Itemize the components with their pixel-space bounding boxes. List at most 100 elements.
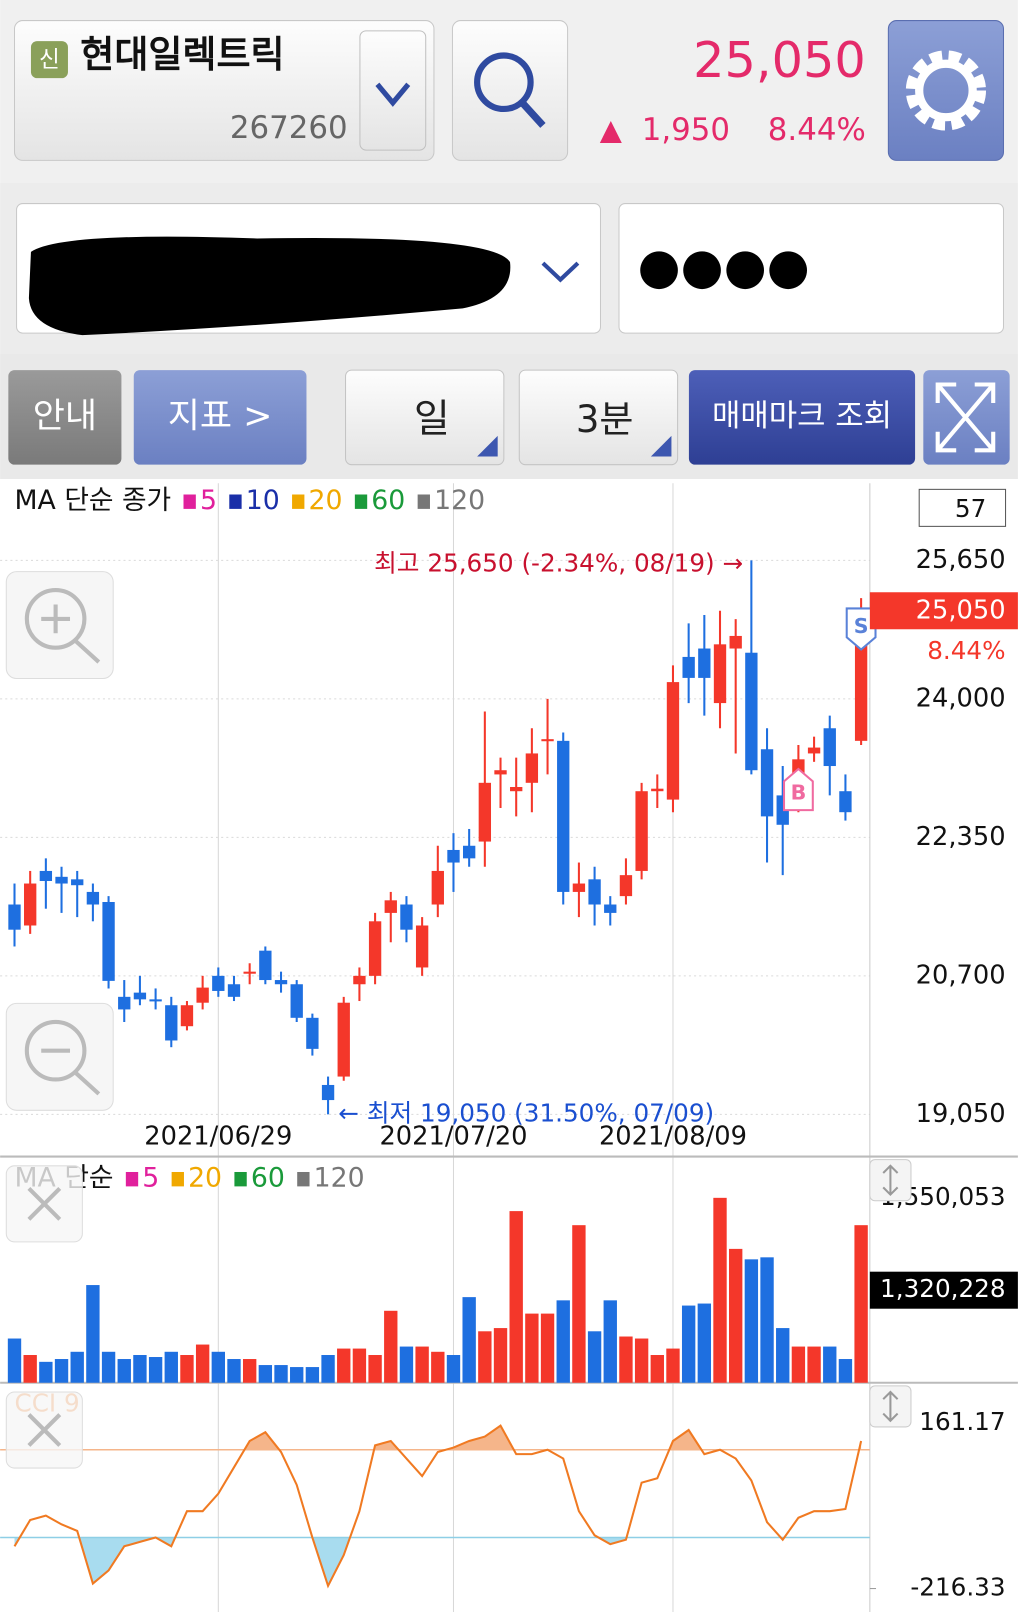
candle-body [353,975,366,985]
candle-body [149,999,162,1002]
guide-button[interactable] [8,370,122,465]
candle-body [86,891,100,905]
legend-title: MA 단순 종가 [15,485,172,516]
interval-button[interactable] [518,369,679,466]
candle-body [666,682,680,800]
legend-label: 60 [251,1163,285,1194]
legend-swatch [354,494,368,509]
high-annotation: 최고 25,650 (-2.34%, 08/19) → [374,549,743,578]
stock-code: 267260 [230,110,348,146]
candle-body [447,849,460,863]
stock-box[interactable] [13,20,435,161]
y-tick-label: 161.17 [919,1407,1005,1436]
trade-mark-label: 매매마크 조회 [712,398,892,434]
last-rate: 8.44% [927,636,1005,665]
indicator-label: 지표 > [168,396,273,436]
volume-bar [242,1359,257,1383]
volume-bar [572,1225,586,1383]
search-button[interactable] [451,20,569,161]
candle-body [24,883,37,926]
zoom-out-icon [41,1048,101,1096]
volume-bar [776,1328,790,1383]
candle-body [180,1005,194,1027]
trade-marker [782,767,814,812]
candle-body [619,875,633,897]
volume-bar [54,1359,69,1383]
legend-swatch [229,494,242,509]
gear-icon [905,50,987,131]
volume-bar [86,1285,100,1383]
candle-body [118,996,131,1010]
candle-body [368,921,382,976]
volume-bar [180,1355,194,1383]
candle-body [760,749,774,817]
candle-body [384,900,397,913]
legend-label: 5 [142,1163,159,1194]
indicator-button[interactable] [133,370,307,465]
volume-bar [227,1359,241,1383]
candle-body [635,791,648,871]
candle-body [165,1005,178,1041]
guide-label: 안내 [33,396,97,436]
legend-swatch [297,1171,310,1187]
period-button[interactable] [345,369,505,466]
volume-bar [305,1367,320,1383]
volume-bar [23,1355,37,1383]
low-annotation: ← 최저 19,050 (31.50%, 07/09) [338,1098,714,1127]
candle-body [274,980,288,985]
redaction [28,236,511,336]
candle-body [478,782,492,842]
resize-icon [882,1390,899,1423]
candle-body [431,870,444,905]
volume-bar [838,1359,853,1383]
y-tick-label: 19,050 [916,1099,1006,1129]
legend-label: 20 [188,1163,222,1194]
candle-body [682,656,695,678]
volume-bar [493,1328,508,1383]
volume-bar [290,1367,304,1383]
candle-body [102,901,115,981]
candle-body [713,644,727,704]
badge-bg [30,41,68,79]
zoom-in-icon [41,604,101,664]
volume-bar [854,1225,868,1383]
legend-swatch [234,1171,247,1187]
candle-body [572,883,586,892]
volume-bar [760,1257,774,1383]
legend-label: 10 [246,485,280,516]
cci-line [13,1424,863,1589]
candle-body [133,992,147,1000]
trade-mark-button[interactable] [688,370,916,465]
close-icon [27,1413,62,1447]
dropdown-button[interactable] [359,30,427,151]
expand-icon [935,382,996,453]
candle-body [337,1002,350,1077]
candle-body [196,987,209,1003]
volume-bar [352,1348,367,1383]
candle-body [839,791,852,813]
volume-bar [274,1365,288,1383]
volume-bar [415,1346,429,1383]
last-price-tag [869,592,1018,630]
candle-body [71,879,84,886]
settings-button[interactable] [887,20,1005,161]
zoom-in-icon [24,588,87,650]
interval-label: 3분 [576,398,634,441]
volume-bar [321,1355,335,1383]
password-field[interactable] [618,203,1005,334]
volume-bar [556,1300,570,1383]
change: 1,950 [642,112,730,148]
last-price: 25,050 [916,595,1006,625]
candle-body [306,1017,319,1049]
volume-bar [478,1331,492,1383]
volume-bar [148,1357,163,1383]
count-box [918,488,1007,527]
volume-bar [337,1348,351,1383]
zoom-out-icon [24,1019,87,1082]
candle-body [807,747,821,754]
candle-body [415,925,429,968]
candle-body [494,770,507,775]
volume-bar [258,1365,273,1383]
volume-bar [7,1338,22,1383]
volume-bar [603,1300,617,1383]
